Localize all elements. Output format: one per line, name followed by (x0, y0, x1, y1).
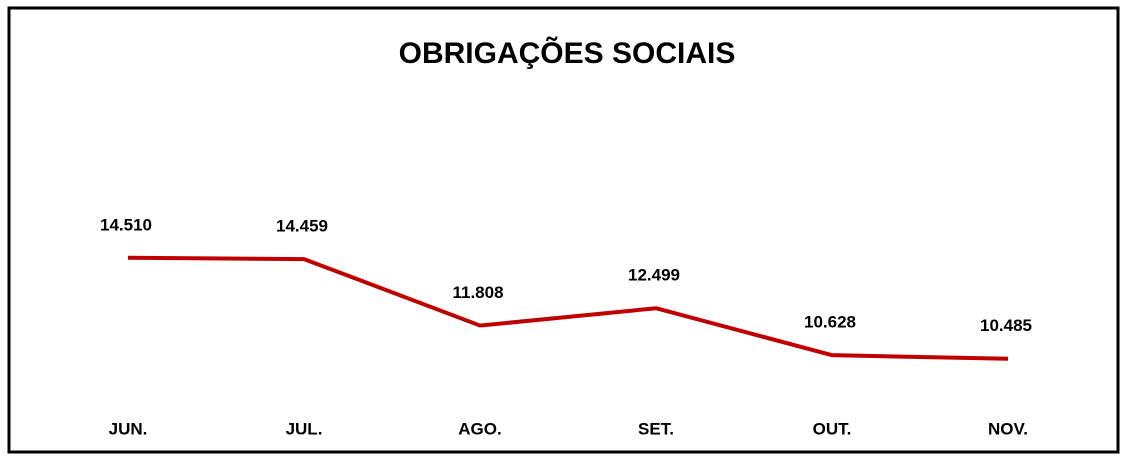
x-tick-label: JUN. (109, 419, 148, 438)
x-tick-label: SET. (638, 419, 674, 438)
data-label: 14.510 (100, 215, 152, 234)
x-tick-label: OUT. (813, 419, 852, 438)
data-label: 10.628 (804, 313, 856, 332)
x-tick-label: JUL. (286, 419, 323, 438)
chart-title: OBRIGAÇÕES SOCIAIS (399, 36, 736, 70)
data-label: 14.459 (276, 217, 328, 236)
x-tick-label: NOV. (988, 419, 1028, 438)
data-label: 11.808 (452, 283, 503, 302)
data-label: 10.485 (980, 316, 1032, 335)
x-tick-label: AGO. (458, 419, 501, 438)
line (127, 255, 1009, 361)
data-label: 12.499 (628, 266, 680, 285)
chart-frame (7, 6, 1120, 454)
